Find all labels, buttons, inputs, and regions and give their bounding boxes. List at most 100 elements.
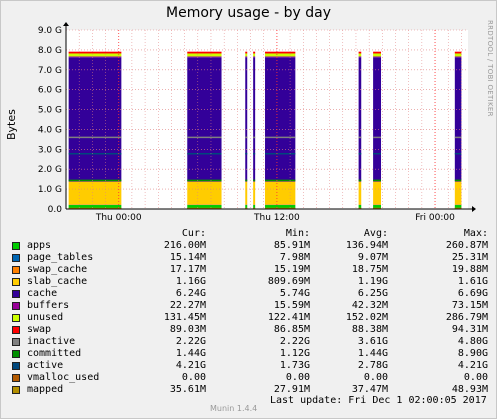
- legend-name-slab_cache: slab_cache: [27, 276, 88, 287]
- area-cache-7: [454, 57, 462, 182]
- legend-name-buffers: buffers: [27, 300, 70, 311]
- legend-max-swap_cache: 19.88M: [451, 264, 488, 275]
- area-swap-3: [253, 51, 256, 54]
- legend-cur-buffers: 22.27M: [169, 300, 206, 311]
- area-apps-1: [187, 205, 222, 209]
- legend-name-inactive: inactive: [27, 336, 76, 347]
- area-unused-4: [265, 53, 296, 57]
- area-slab_cache-2: [245, 181, 248, 205]
- legend-max-inactive: 4.80G: [457, 336, 488, 347]
- area-unused-3: [253, 53, 256, 57]
- area-slab_cache-4: [265, 181, 296, 205]
- area-cache-3: [253, 57, 256, 182]
- legend-swatch-committed: [12, 350, 20, 358]
- area-swap-5: [358, 51, 362, 54]
- legend-cur-active: 4.21G: [175, 360, 206, 371]
- legend-cur-inactive: 2.22G: [175, 336, 206, 347]
- legend-header-min: Min:: [285, 228, 310, 239]
- legend-name-swap_cache: swap_cache: [27, 264, 88, 275]
- area-swap-6: [373, 51, 382, 54]
- legend-min-vmalloc_used: 0.00: [285, 372, 310, 383]
- legend-name-mapped: mapped: [27, 384, 64, 395]
- chart-title: Memory usage - by day: [166, 5, 331, 21]
- area-buffers-1: [187, 56, 222, 58]
- y-tick-label-2: 2.0 G: [38, 165, 62, 175]
- legend-name-active: active: [27, 360, 64, 371]
- legend-min-apps: 85.91M: [273, 240, 310, 251]
- area-slab_cache-1: [187, 181, 222, 205]
- legend-avg-slab_cache: 1.19G: [357, 276, 388, 287]
- legend-header-avg: Avg:: [363, 228, 388, 239]
- area-buffers-2: [245, 56, 248, 58]
- legend-min-mapped: 27.91M: [273, 384, 310, 395]
- legend-swatch-cache: [12, 290, 20, 298]
- area-buffers-4: [265, 56, 296, 58]
- area-buffers-0: [68, 56, 122, 58]
- legend-cur-unused: 131.45M: [163, 312, 206, 323]
- legend-min-swap_cache: 15.19M: [273, 264, 310, 275]
- legend-name-swap: swap: [27, 324, 52, 335]
- y-tick-label-8: 8.0 G: [38, 46, 62, 56]
- legend-name-unused: unused: [27, 312, 64, 323]
- legend-cur-committed: 1.44G: [175, 348, 206, 359]
- legend-cur-vmalloc_used: 0.00: [181, 372, 206, 383]
- legend-cur-swap: 89.03M: [169, 324, 206, 335]
- y-tick-label-6: 6.0 G: [38, 86, 62, 96]
- legend-avg-inactive: 3.61G: [357, 336, 388, 347]
- legend-swatch-page_tables: [12, 254, 20, 262]
- y-tick-label-7: 7.0 G: [38, 66, 62, 76]
- area-swap-7: [454, 51, 462, 54]
- area-apps-5: [358, 205, 362, 209]
- legend-swatch-slab_cache: [12, 278, 20, 286]
- area-cache-4: [265, 57, 296, 182]
- area-buffers-5: [358, 56, 362, 58]
- legend-name-page_tables: page_tables: [27, 252, 94, 263]
- legend-min-cache: 5.74G: [279, 288, 310, 299]
- area-apps-4: [265, 205, 296, 209]
- area-swap-1: [187, 51, 222, 54]
- legend-cur-slab_cache: 1.16G: [175, 276, 206, 287]
- legend-min-page_tables: 7.98M: [279, 252, 310, 263]
- legend-swatch-buffers: [12, 302, 20, 310]
- area-buffers-7: [454, 56, 462, 58]
- legend-avg-vmalloc_used: 0.00: [363, 372, 388, 383]
- rrdtool-credit: RRDTOOL / TOBI OETIKER: [486, 20, 494, 117]
- area-unused-6: [373, 53, 382, 57]
- legend-swatch-swap: [12, 326, 20, 334]
- area-unused-1: [187, 53, 222, 57]
- legend-avg-swap: 88.38M: [351, 324, 388, 335]
- area-apps-6: [373, 205, 382, 209]
- legend-max-swap: 94.31M: [451, 324, 488, 335]
- y-tick-label-4: 4.0 G: [38, 125, 62, 135]
- last-update: Last update: Fri Dec 1 02:00:05 2017: [270, 395, 487, 406]
- area-slab_cache-0: [68, 181, 122, 205]
- legend-swatch-vmalloc_used: [12, 374, 20, 382]
- legend-max-committed: 8.90G: [457, 348, 488, 359]
- legend-max-apps: 260.87M: [445, 240, 488, 251]
- area-swap-0: [68, 51, 122, 54]
- legend-swatch-unused: [12, 314, 20, 322]
- area-slab_cache-6: [373, 181, 382, 205]
- legend-min-buffers: 15.59M: [273, 300, 310, 311]
- legend-min-inactive: 2.22G: [279, 336, 310, 347]
- area-cache-5: [358, 57, 362, 182]
- legend-swatch-swap_cache: [12, 266, 20, 274]
- y-tick-label-0: 0.0: [48, 205, 63, 215]
- legend-name-vmalloc_used: vmalloc_used: [27, 372, 100, 383]
- y-tick-label-3: 3.0 G: [38, 145, 62, 155]
- x-tick-label-0: Thu 00:00: [95, 213, 142, 223]
- area-cache-2: [245, 57, 248, 182]
- legend-min-swap: 86.85M: [273, 324, 310, 335]
- legend-cur-swap_cache: 17.17M: [169, 264, 206, 275]
- area-buffers-3: [253, 56, 256, 58]
- area-cache-1: [187, 57, 222, 182]
- legend-avg-page_tables: 9.07M: [357, 252, 388, 263]
- legend-swatch-inactive: [12, 338, 20, 346]
- legend-avg-swap_cache: 18.75M: [351, 264, 388, 275]
- legend-max-page_tables: 25.31M: [451, 252, 488, 263]
- legend-min-committed: 1.12G: [279, 348, 310, 359]
- legend-min-slab_cache: 809.69M: [267, 276, 310, 287]
- legend-max-buffers: 73.15M: [451, 300, 488, 311]
- legend-avg-apps: 136.94M: [345, 240, 388, 251]
